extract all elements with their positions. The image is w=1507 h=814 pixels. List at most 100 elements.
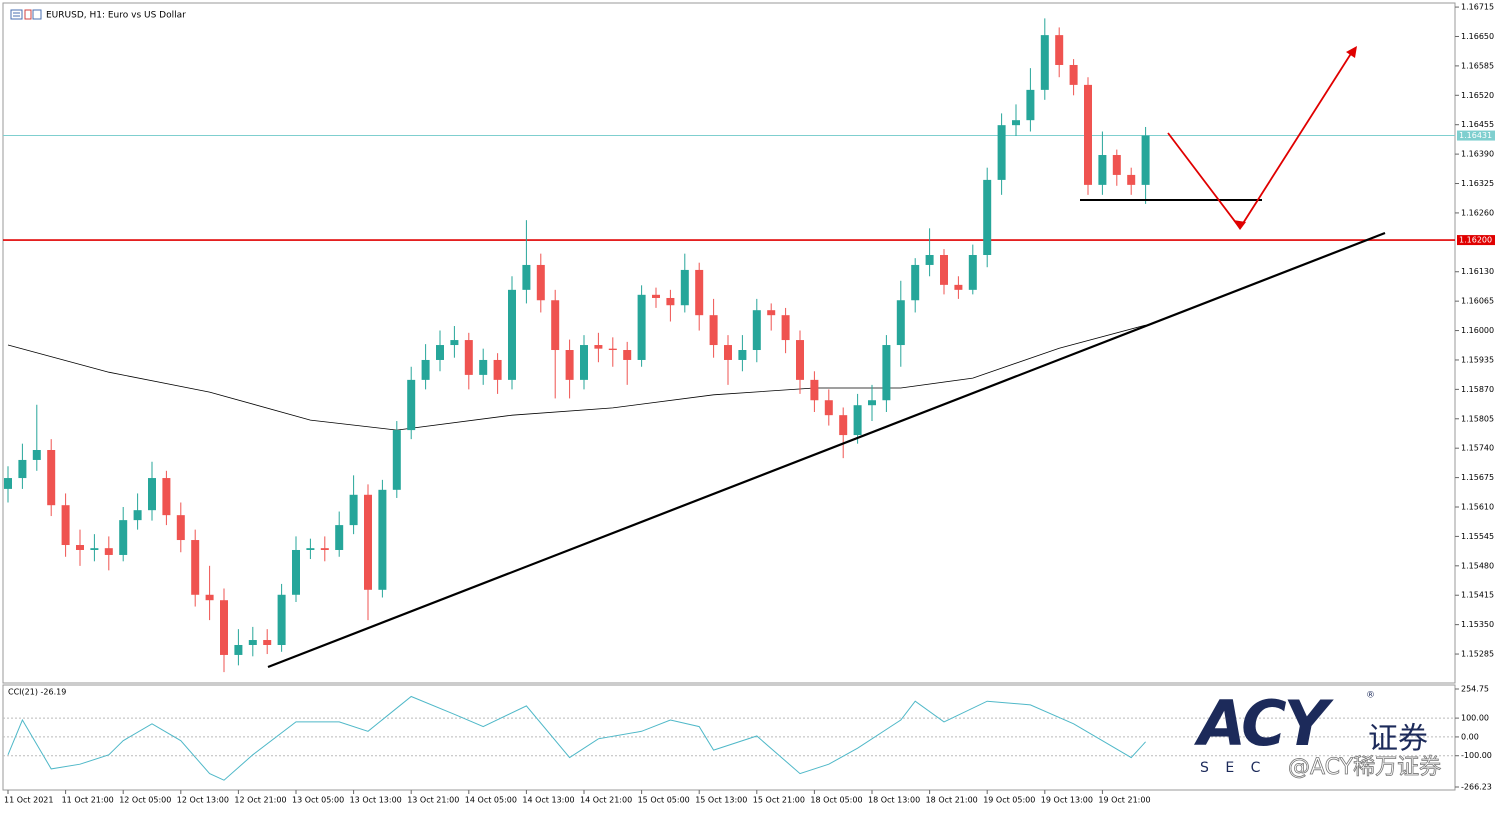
chart-title: EURUSD, H1: Euro vs US Dollar: [46, 11, 186, 21]
trend-line: [267, 231, 1386, 669]
y-tick-label: 1.16520: [1461, 91, 1494, 100]
x-tick-label: 11 Oct 21:00: [62, 796, 114, 805]
x-tick-label: 18 Oct 21:00: [926, 796, 978, 805]
arrow-head: [1233, 220, 1246, 230]
candle-body: [1026, 89, 1035, 121]
y-tick-label: 1.15610: [1461, 503, 1494, 512]
x-tick-label: 18 Oct 05:00: [810, 796, 862, 805]
candle-body: [277, 594, 286, 645]
candle-body: [392, 430, 401, 490]
candle-body: [1084, 84, 1092, 185]
x-tick-label: 19 Oct 21:00: [1098, 796, 1150, 805]
candle-body: [767, 310, 776, 316]
price-label: 1.16431: [1459, 131, 1492, 140]
candle-body: [522, 264, 531, 290]
candle-body: [724, 345, 732, 360]
header-icons: [10, 9, 42, 20]
y-tick-label: 1.15935: [1461, 355, 1494, 364]
indicator-line: [7, 695, 1146, 781]
candle-body: [853, 405, 862, 436]
x-tick-label: 19 Oct 13:00: [1041, 796, 1093, 805]
y-tick-label: 1.15675: [1461, 473, 1494, 482]
y-tick-label: 1.15480: [1461, 561, 1494, 570]
y-tick-label: 1.16000: [1461, 326, 1494, 335]
candle-body: [148, 478, 156, 511]
y2-tick-label: 254.75: [1461, 685, 1489, 694]
main-panel-frame: [2, 2, 1456, 684]
candle-body: [623, 350, 632, 360]
candle-body: [868, 400, 876, 406]
x-tick-label: 12 Oct 21:00: [234, 796, 286, 805]
candle-body: [536, 264, 545, 301]
candle-body: [450, 340, 459, 346]
candle-body: [306, 548, 315, 550]
candle-body: [133, 510, 142, 521]
candle-body: [1040, 35, 1049, 90]
candle-body: [176, 515, 185, 541]
logo: ACY ® 证券 S E C @ACY稀万证券: [1193, 687, 1441, 780]
x-tick-label: 14 Oct 13:00: [522, 796, 574, 805]
candle-body: [608, 348, 617, 351]
x-tick-label: 12 Oct 05:00: [119, 796, 171, 805]
candle-body: [954, 284, 963, 290]
candle-body: [47, 449, 56, 506]
candle-body: [4, 478, 12, 489]
x-tick-label: 13 Oct 13:00: [350, 796, 402, 805]
candle-body: [162, 478, 171, 516]
logo-cn: 证券: [1368, 722, 1428, 757]
candle-body: [18, 459, 27, 479]
x-tick-label: 13 Oct 05:00: [292, 796, 344, 805]
candle-body: [1012, 120, 1020, 126]
x-tick-label: 19 Oct 05:00: [983, 796, 1035, 805]
price-label-box: [1457, 235, 1495, 246]
candle-body: [551, 300, 560, 351]
y-tick-label: 1.15350: [1461, 620, 1494, 629]
candle-body: [263, 640, 272, 645]
candle-body: [810, 379, 819, 401]
y-tick-label: 1.16130: [1461, 267, 1494, 276]
candle-body: [61, 505, 70, 546]
y-tick-label: 1.15870: [1461, 385, 1494, 394]
candle-body: [709, 315, 718, 346]
indicator-title: CCI(21) -26.19: [8, 688, 66, 697]
candle-body: [1112, 155, 1121, 175]
candle-body: [104, 548, 113, 555]
candle-body: [594, 345, 603, 349]
candle-body: [508, 289, 516, 380]
candle-body: [1069, 64, 1078, 85]
price-label: 1.16200: [1459, 236, 1492, 245]
candle-body: [364, 494, 372, 590]
candle-body: [896, 300, 905, 346]
candle-body: [220, 600, 228, 655]
x-tick-label: 15 Oct 13:00: [695, 796, 747, 805]
candle-body: [680, 269, 689, 306]
moving-average: [7, 324, 1146, 431]
candle-body: [580, 345, 588, 380]
candle-body: [248, 640, 257, 645]
y-tick-label: 1.15545: [1461, 532, 1494, 541]
watermark: @ACY稀万证券: [1288, 755, 1441, 780]
candle-body: [421, 359, 430, 380]
candle-body: [940, 255, 948, 285]
candle-body: [637, 294, 646, 360]
y-tick-label: 1.15805: [1461, 414, 1494, 423]
candle-body: [911, 264, 920, 301]
candle-body: [565, 350, 574, 380]
plot-area: 1.16715 1.16650 1.16585 1.16520 1.16455 1.163…: [3, 3, 1495, 805]
candle-body: [493, 359, 502, 380]
y-tick-label: 1.16715: [1461, 3, 1494, 12]
annotations: [267, 46, 1386, 669]
candle-body: [1098, 155, 1107, 185]
candle-body: [407, 379, 416, 431]
candle-body: [824, 400, 833, 416]
candle-body: [378, 489, 387, 590]
candle-body: [695, 269, 704, 316]
candle-body: [983, 179, 992, 256]
candle-body: [1055, 35, 1064, 65]
candle-body: [738, 350, 747, 360]
x-tick-label: 14 Oct 21:00: [580, 796, 632, 805]
y-tick-label: 1.15285: [1461, 650, 1494, 659]
y-tick-label: 1.16325: [1461, 179, 1494, 188]
candle-body: [464, 340, 473, 375]
